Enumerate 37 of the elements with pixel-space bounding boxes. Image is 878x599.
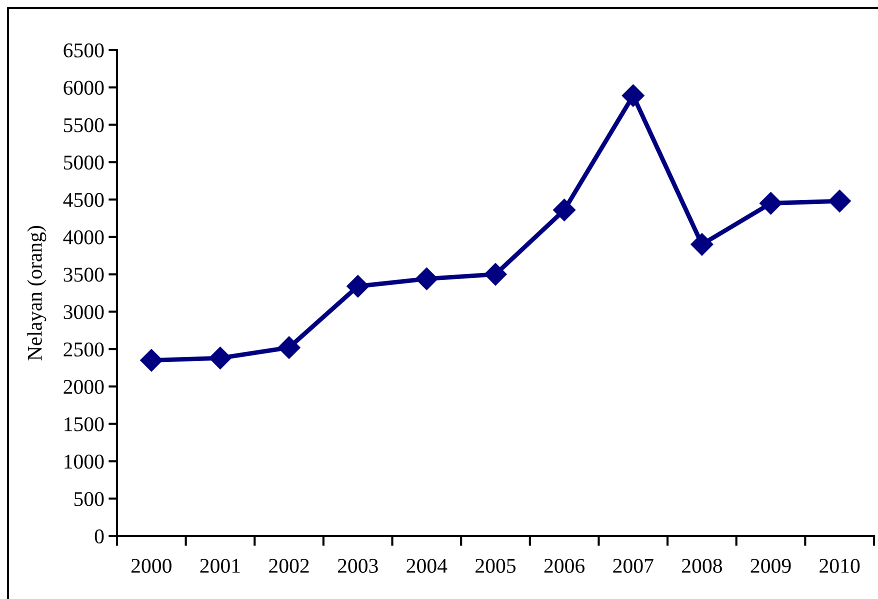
y-tick-label: 500 [74,492,104,506]
point [759,192,782,215]
y-tick-label: 0 [94,529,104,544]
x-tick-label: 2003 [338,558,378,573]
point [140,348,163,372]
x-tick-label: 2008 [682,558,722,573]
y-tick-label: 1500 [64,417,104,432]
y-tick-label: 4500 [63,192,104,207]
y-tick-label: 4000 [63,230,104,244]
point [690,233,714,256]
x-tick-label: 2005 [476,558,516,573]
point [622,84,644,107]
point [552,198,576,222]
x-tick-label: 2007 [613,558,654,573]
x-tick-label: 2010 [820,558,860,573]
y-tick-label: 1000 [64,454,104,469]
x-tick-label: 2009 [750,558,791,573]
point [208,346,232,370]
x-tick-label: 2004 [406,558,448,573]
y-tick-label: 2500 [64,342,104,357]
y-tick-label: 3000 [64,305,104,320]
point [415,267,438,290]
point [484,262,507,286]
y-axis-title: Nelayan (orang) [27,226,46,360]
x-tick-label: 2000 [131,558,172,573]
y-tick-label: 3500 [64,268,104,282]
y-tick-label: 2000 [64,380,104,394]
y-tick-label: 6000 [64,80,104,95]
point [346,274,370,298]
y-tick-label: 5500 [64,118,104,132]
point [828,190,851,212]
x-tick-label: 2001 [200,558,240,573]
point [278,336,300,359]
y-tick-label: 5000 [64,156,104,170]
y-tick-label: 6500 [64,43,104,58]
x-tick-label: 2006 [544,558,585,573]
x-tick-label: 2002 [269,558,309,573]
